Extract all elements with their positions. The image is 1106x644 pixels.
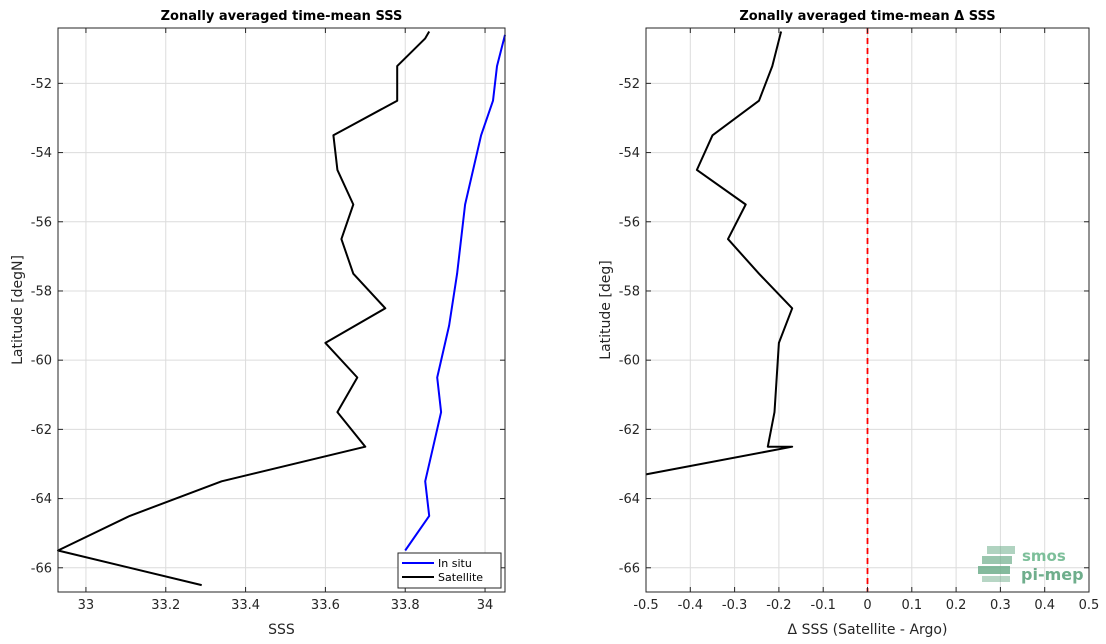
legend-label: Satellite [438,571,483,584]
y-tick-label: -52 [619,77,640,92]
x-tick-label: 0.1 [901,598,922,613]
chart-title: Zonally averaged time-mean Δ SSS [739,9,995,24]
x-tick-label: 0 [863,598,871,613]
series-line-satellite [57,30,431,587]
y-tick-label: -62 [619,423,640,438]
series-line-in-situ [404,34,506,552]
legend-box [397,552,502,589]
x-tick-label: 0.5 [1079,598,1100,613]
x-tick-label: 0.4 [1034,598,1055,613]
chart-title: Zonally averaged time-mean SSS [161,9,403,24]
y-tick-label: -52 [31,77,52,92]
sss-panel: 33 33.2 33.4 33.6 33.8 34 -66 -64 -62 -60 -58 -56 -5… [10,9,506,638]
x-tick-label: -0.3 [722,598,747,613]
y-tick-label: -54 [31,146,52,161]
y-tick-label: -64 [31,492,52,507]
y-tick-label: -66 [619,561,640,576]
logo-text-smos: smos [1022,547,1066,565]
y-tick-label: -62 [31,423,52,438]
x-axis-label: Δ SSS (Satellite - Argo) [788,622,948,638]
y-tick-label: -54 [619,146,640,161]
x-tick-label: 33.6 [311,598,340,613]
x-tick-label: -0.4 [678,598,703,613]
y-tick-label: -66 [31,561,52,576]
x-tick-label: 33.4 [231,598,260,613]
x-tick-label: 34 [477,598,494,613]
x-tick-label: 33.2 [151,598,180,613]
x-axis-label: SSS [268,622,295,638]
axes-frame [57,27,506,593]
y-tick-label: -58 [31,284,52,299]
x-tick-label: 33.8 [391,598,420,613]
delta-sss-panel: -0.5 -0.4 -0.3 -0.2 -0.1 0 0.1 0.2 0.3 0.4 0.5 -66 -… [598,9,1099,638]
x-tick-label: 0.2 [946,598,967,613]
y-tick-label: -60 [31,354,52,369]
legend-label: In situ [438,557,472,570]
x-tick-label: -0.2 [766,598,791,613]
y-axis-label: Latitude [deg] [598,260,614,359]
x-tick-label: -0.1 [811,598,836,613]
y-tick-label: -64 [619,492,640,507]
x-tick-label: -0.5 [633,598,658,613]
y-tick-label: -60 [619,354,640,369]
series-line-delta-sss [645,31,794,476]
y-tick-label: -56 [31,215,52,230]
y-tick-label: -58 [619,284,640,299]
logo-mark-icon [978,546,1015,582]
logo-text-pi-mep: pi-mep [1021,565,1084,584]
y-axis-label: Latitude [degN] [10,255,26,365]
smos-pi-mep-logo: smos pi-mep [978,546,1084,584]
x-tick-label: 0.3 [990,598,1011,613]
x-tick-label: 33 [78,598,95,613]
y-tick-label: -56 [619,215,640,230]
